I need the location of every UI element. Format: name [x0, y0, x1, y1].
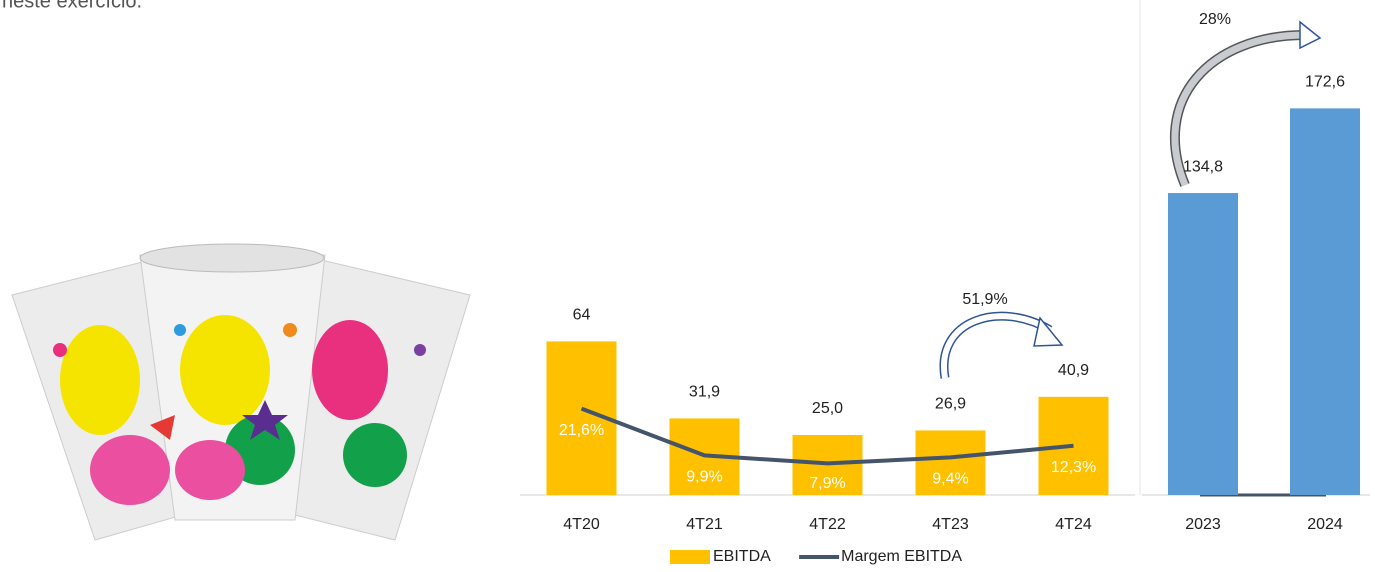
- x-tick-label: 4T20: [563, 516, 600, 533]
- value-label: 9,9%: [686, 469, 722, 486]
- legend-swatch: [670, 550, 710, 564]
- value-label: 134,8: [1183, 158, 1223, 175]
- value-label: 172,6: [1305, 74, 1345, 91]
- value-label: 64: [573, 307, 591, 324]
- caption: neste exercício.: [2, 0, 142, 12]
- legend-label: Margem EBITDA: [841, 548, 962, 565]
- legend-label: EBITDA: [713, 548, 771, 565]
- bar: [915, 430, 986, 495]
- x-tick-label: 2024: [1307, 516, 1343, 533]
- cups-image: [11, 243, 471, 541]
- x-tick-label: 4T24: [1055, 516, 1092, 533]
- line: [580, 406, 1074, 466]
- value-label: 31,9: [689, 384, 720, 401]
- growth-arrow: [1171, 31, 1306, 187]
- bar: [1168, 193, 1238, 495]
- arrow-head: [1033, 316, 1064, 347]
- value-label: 26,9: [935, 396, 966, 413]
- growth-arrow: [940, 313, 1052, 379]
- annotation: 51,9%: [962, 291, 1007, 308]
- x-tick-label: 4T21: [686, 516, 723, 533]
- x-tick-label: 4T23: [932, 516, 969, 533]
- bar: [1290, 108, 1360, 495]
- value-label: 12,3%: [1051, 459, 1096, 476]
- value-label: 21,6%: [559, 422, 604, 439]
- x-tick-label: 4T22: [809, 516, 846, 533]
- value-label: 7,9%: [809, 475, 845, 492]
- arrow-head: [1299, 20, 1322, 50]
- value-label: 40,9: [1058, 362, 1089, 379]
- x-tick-label: 2023: [1185, 516, 1221, 533]
- value-label: 25,0: [812, 400, 843, 417]
- annotation: 28%: [1199, 11, 1231, 28]
- value-label: 9,4%: [932, 471, 968, 488]
